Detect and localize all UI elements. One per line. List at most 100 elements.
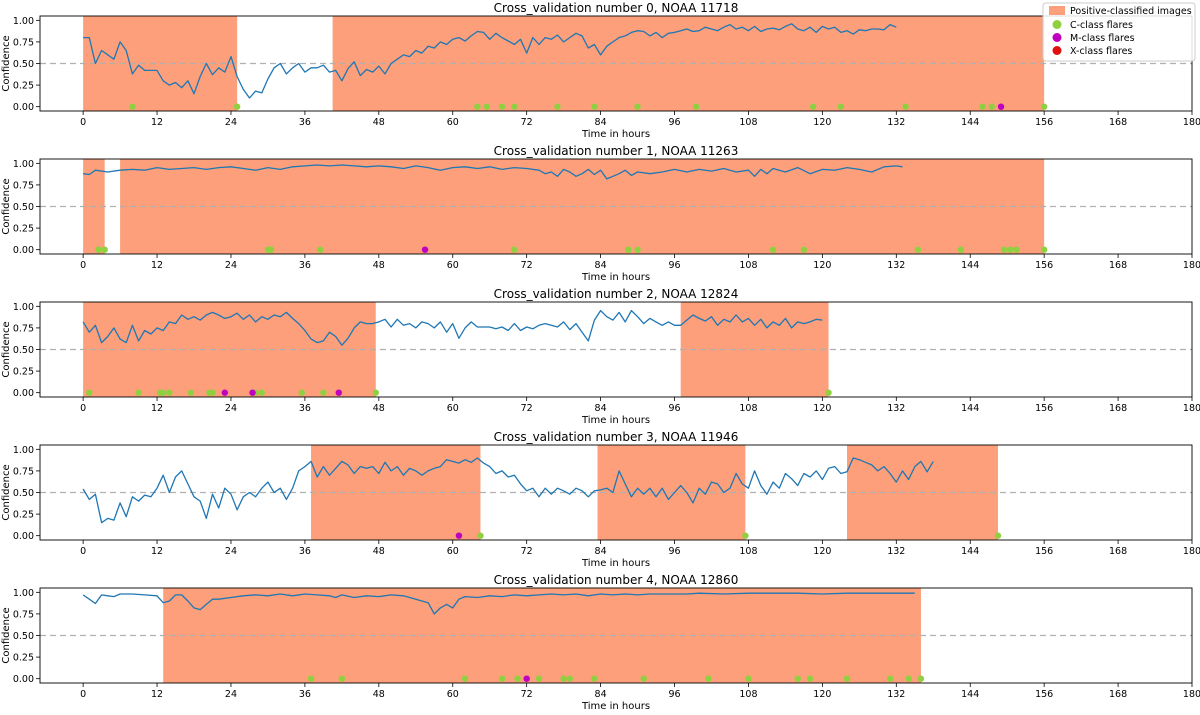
x-tick-label: 168 (1109, 546, 1127, 557)
chart-title: Cross_validation number 0, NOAA 11718 (494, 1, 739, 15)
x-tick-label: 84 (595, 546, 607, 557)
x-tick-label: 180 (1183, 689, 1200, 700)
x-tick-label: 72 (521, 117, 533, 128)
y-tick-label: 0.00 (13, 388, 34, 399)
y-tick-label: 0.25 (13, 81, 34, 92)
y-axis-label: Confidence (1, 321, 12, 377)
x-tick-label: 96 (668, 546, 680, 557)
legend-label-c-class: C-class flares (1070, 20, 1133, 31)
x-tick-label: 96 (668, 260, 680, 271)
m-class-flare-marker (455, 532, 463, 539)
legend-marker-c-class (1052, 20, 1062, 29)
c-class-flare-marker (129, 103, 136, 110)
x-tick-label: 120 (813, 689, 831, 700)
c-class-flare-marker (914, 246, 922, 253)
x-tick-label: 0 (80, 117, 86, 128)
m-class-flare-marker (249, 389, 256, 396)
x-tick-label: 180 (1183, 117, 1200, 128)
c-class-flare-marker (794, 675, 801, 682)
x-tick-label: 156 (1035, 689, 1053, 700)
x-tick-label: 144 (961, 260, 979, 271)
c-class-flare-marker (95, 246, 102, 253)
x-tick-label: 36 (299, 260, 311, 271)
x-tick-label: 156 (1035, 546, 1053, 557)
y-tick-label: 0.75 (13, 323, 34, 334)
y-tick-label: 0.50 (13, 345, 34, 356)
y-axis-label: Confidence (1, 464, 12, 520)
c-class-flare-marker (591, 103, 598, 110)
y-tick-label: 0.50 (13, 488, 34, 499)
plot-area (40, 16, 1192, 111)
y-tick-label: 0.00 (13, 531, 34, 542)
x-tick-label: 96 (668, 117, 680, 128)
c-class-flare-marker (317, 246, 324, 253)
c-class-flare-marker (101, 246, 108, 253)
x-tick-label: 36 (299, 689, 311, 700)
c-class-flare-marker (483, 103, 490, 110)
x-tick-label: 0 (80, 260, 86, 271)
legend-item-positive: Positive-classified images (1049, 6, 1192, 17)
x-tick-label: 24 (225, 689, 237, 700)
m-class-flare-marker (335, 389, 342, 396)
c-class-flare-marker (1040, 103, 1048, 110)
c-class-flare-marker (809, 103, 817, 110)
c-class-flare-marker (258, 389, 265, 396)
c-class-flare-marker (298, 389, 306, 396)
c-class-flare-marker (372, 389, 379, 396)
c-class-flare-marker (625, 246, 632, 253)
x-tick-label: 0 (80, 546, 86, 557)
legend-label-positive: Positive-classified images (1070, 6, 1192, 17)
legend-marker-m-class (1052, 33, 1062, 42)
c-class-flare-marker (535, 675, 543, 682)
y-tick-label: 0.50 (13, 631, 34, 642)
c-class-flare-marker (692, 103, 700, 110)
c-class-flare-marker (498, 103, 506, 110)
c-class-flare-marker (957, 246, 965, 253)
panel-0: 0 12 24 36 48 60 72 84 96 108 120 132 144 156 168 180 0.… (1, 1, 1200, 140)
x-tick-label: 144 (961, 689, 979, 700)
plot-area (40, 302, 1192, 397)
x-tick-label: 120 (813, 546, 831, 557)
x-tick-label: 12 (151, 689, 163, 700)
y-tick-label: 1.00 (13, 445, 34, 456)
x-tick-label: 12 (151, 546, 163, 557)
x-axis-label: Time in hours (581, 558, 650, 569)
x-tick-label: 108 (739, 260, 757, 271)
x-tick-label: 36 (299, 546, 311, 557)
x-tick-label: 144 (961, 403, 979, 414)
m-class-flare-marker (421, 246, 429, 253)
x-tick-label: 132 (887, 260, 905, 271)
x-tick-label: 180 (1183, 546, 1200, 557)
c-class-flare-marker (886, 675, 894, 682)
x-tick-label: 60 (447, 689, 459, 700)
legend-label-x-class: X-class flares (1070, 46, 1132, 57)
c-class-flare-marker (825, 389, 832, 396)
y-tick-label: 0.75 (13, 609, 34, 620)
x-tick-label: 36 (299, 117, 311, 128)
x-tick-label: 120 (813, 117, 831, 128)
y-tick-label: 0.50 (13, 59, 34, 70)
y-axis-label: Confidence (1, 35, 12, 91)
c-class-flare-marker (554, 103, 561, 110)
x-tick-label: 72 (521, 260, 533, 271)
c-class-flare-marker (745, 675, 752, 682)
c-class-flare-marker (837, 103, 845, 110)
y-tick-label: 0.25 (13, 224, 34, 235)
plot-area (40, 588, 1192, 683)
y-tick-label: 0.75 (13, 37, 34, 48)
x-tick-label: 132 (887, 689, 905, 700)
c-class-flare-marker (640, 675, 647, 682)
y-axis-label: Confidence (1, 607, 12, 663)
c-class-flare-marker (902, 103, 909, 110)
x-tick-label: 12 (151, 260, 163, 271)
x-tick-label: 168 (1109, 117, 1127, 128)
c-class-flare-marker (320, 389, 327, 396)
y-axis-label: Confidence (1, 178, 12, 234)
x-tick-label: 168 (1109, 260, 1127, 271)
y-tick-label: 0.00 (13, 674, 34, 685)
x-tick-label: 84 (595, 689, 607, 700)
x-axis-label: Time in hours (581, 701, 650, 712)
c-class-flare-marker (994, 532, 1002, 539)
